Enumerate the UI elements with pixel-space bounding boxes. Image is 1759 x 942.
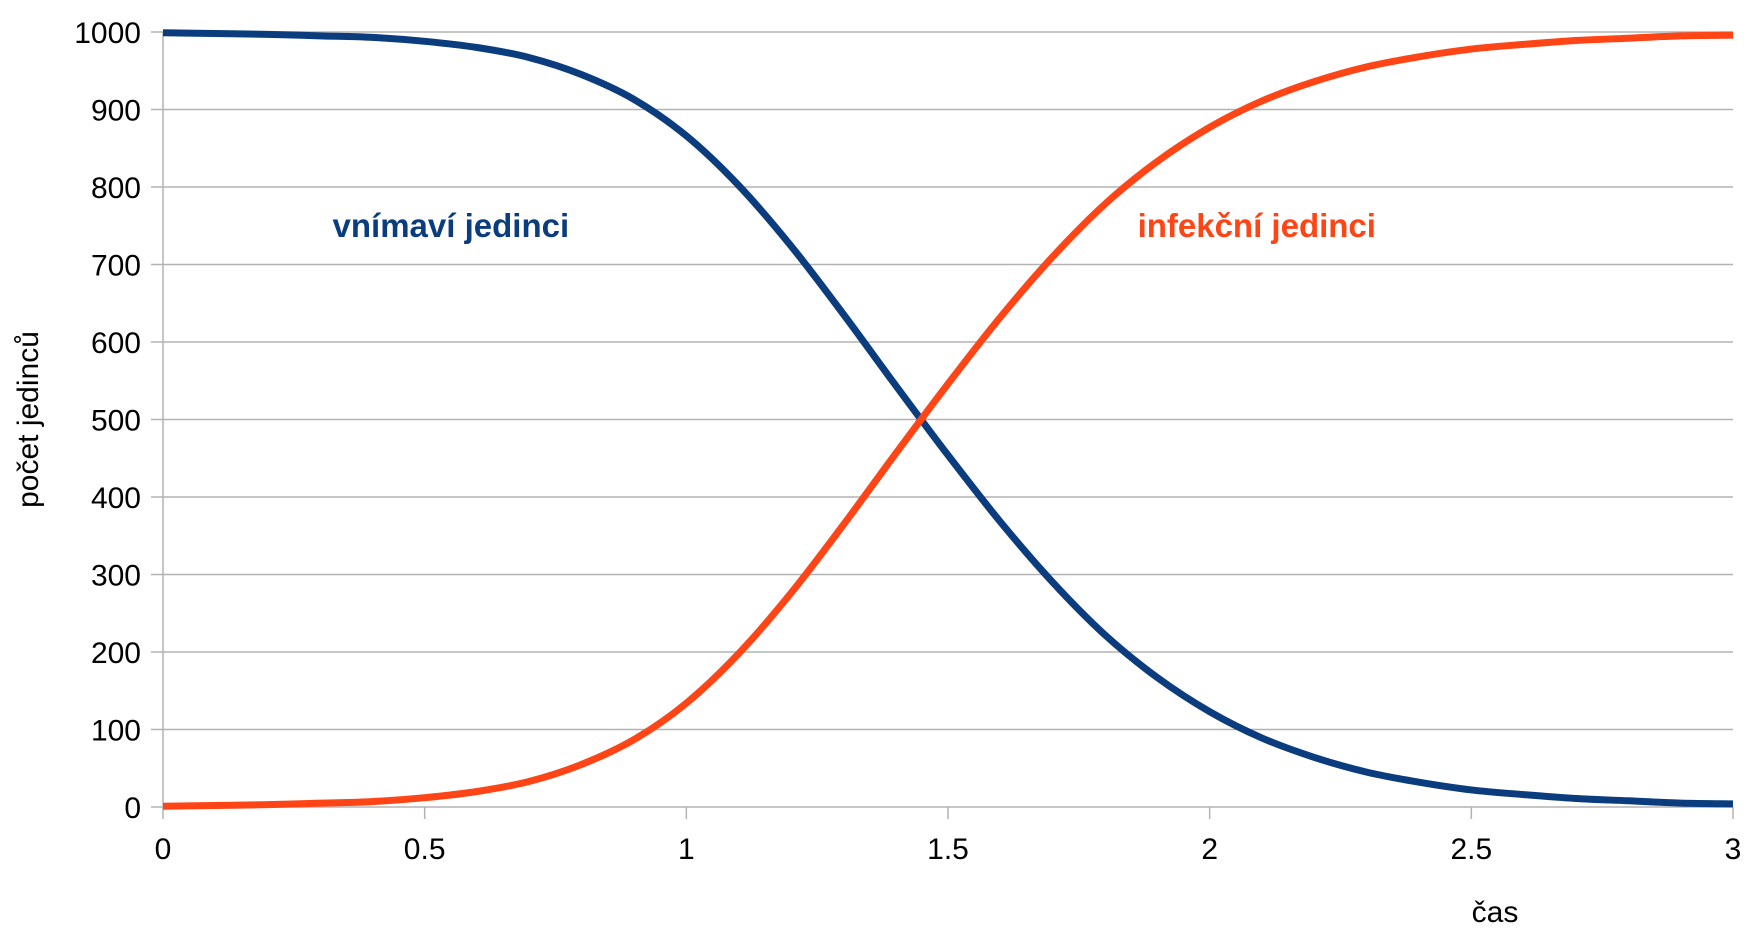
y-tick-label: 400 [91, 482, 141, 515]
series-labels: vnímaví jedinci infekční jedinci [333, 207, 1376, 244]
x-tick-label: 3 [1725, 833, 1742, 866]
y-tick-label: 500 [91, 405, 141, 438]
y-axis-title: počet jedinců [12, 331, 45, 508]
y-tick-label: 300 [91, 560, 141, 593]
x-tick-label: 2 [1201, 833, 1218, 866]
y-tick-label: 900 [91, 95, 141, 128]
x-tick-label: 0.5 [404, 833, 446, 866]
x-tick-label: 0 [155, 833, 172, 866]
series-line-1 [162, 29, 1734, 808]
x-tick-label: 1 [678, 833, 695, 866]
y-tick-label: 800 [91, 172, 141, 205]
x-tick-label: 2.5 [1450, 833, 1492, 866]
tick-labels: 0 100 200 300 400 500 600 700 800 900 1000 0 0.5 1 1.5… [74, 17, 1741, 866]
series-label-2: infekční jedinci [1138, 207, 1376, 244]
series-label-1: vnímaví jedinci [333, 207, 570, 244]
axes [151, 31, 1734, 819]
gridlines [163, 31, 1733, 731]
series-line-2 [162, 31, 1734, 810]
series-lines [162, 29, 1734, 810]
y-tick-label: 600 [91, 327, 141, 360]
x-axis-title: čas [1472, 896, 1519, 929]
x-tick-label: 1.5 [927, 833, 969, 866]
y-tick-label: 1000 [74, 17, 141, 50]
y-tick-label: 200 [91, 637, 141, 670]
y-tick-label: 0 [124, 792, 141, 825]
y-tick-label: 700 [91, 250, 141, 283]
y-tick-label: 100 [91, 715, 141, 748]
